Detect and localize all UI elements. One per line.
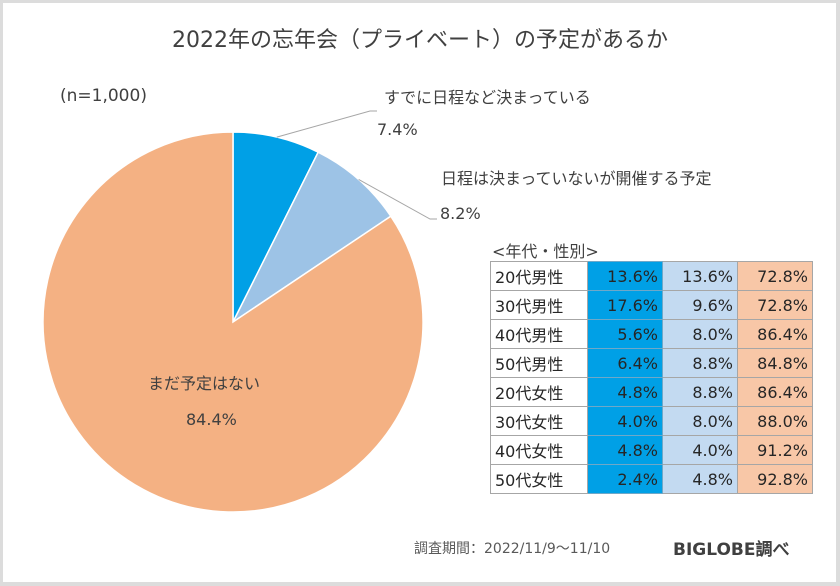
slice-value-none: 84.4% — [186, 410, 237, 429]
cell-decided: 2.4% — [587, 464, 663, 494]
cell-decided: 4.8% — [587, 435, 663, 465]
cell-decided: 4.0% — [587, 406, 663, 436]
row-label: 20代男性 — [490, 261, 588, 291]
breakdown-table: 20代男性 13.6% 13.6% 72.8% 30代男性 17.6% 9.6% 72.8% 4… — [490, 261, 813, 494]
slice-label-planned: 日程は決まっていないが開催する予定 — [441, 169, 712, 188]
table-row: 20代男性 13.6% 13.6% 72.8% — [490, 261, 813, 291]
cell-decided: 13.6% — [587, 261, 663, 291]
pie-slice-planned — [231, 151, 392, 325]
slice-label-none: まだ予定はない — [148, 374, 261, 393]
table-row: 20代女性 4.8% 8.8% 86.4% — [490, 377, 813, 407]
source-credit: BIGLOBE調べ — [673, 540, 790, 560]
table-row: 30代女性 4.0% 8.0% 88.0% — [490, 406, 813, 436]
cell-decided: 6.4% — [587, 348, 663, 378]
cell-none: 88.0% — [737, 406, 813, 436]
cell-none: 92.8% — [737, 464, 813, 494]
slice-value-planned: 8.2% — [440, 204, 481, 223]
breakdown-table-title: <年代・性別> — [492, 242, 599, 261]
row-label: 30代男性 — [490, 290, 588, 320]
cell-none: 72.8% — [737, 290, 813, 320]
cell-decided: 4.8% — [587, 377, 663, 407]
row-label: 20代女性 — [490, 377, 588, 407]
table-row: 30代男性 17.6% 9.6% 72.8% — [490, 290, 813, 320]
slice-label-decided: すでに日程など決まっている — [384, 88, 591, 107]
table-row: 40代男性 5.6% 8.0% 86.4% — [490, 319, 813, 349]
sample-size-note: (n=1,000) — [60, 86, 147, 106]
cell-none: 72.8% — [737, 261, 813, 291]
cell-none: 86.4% — [737, 319, 813, 349]
cell-decided: 5.6% — [587, 319, 663, 349]
cell-planned: 8.8% — [662, 348, 738, 378]
leader-line-planned — [358, 179, 437, 220]
cell-none: 91.2% — [737, 435, 813, 465]
row-label: 50代女性 — [490, 464, 588, 494]
slice-value-decided: 7.4% — [377, 120, 418, 139]
cell-planned: 13.6% — [662, 261, 738, 291]
cell-none: 84.8% — [737, 348, 813, 378]
row-label: 50代男性 — [490, 348, 588, 378]
chart-title: 2022年の忘年会（プライベート）の予定があるか — [172, 28, 668, 53]
pie-slice-none — [42, 131, 424, 513]
row-label: 40代女性 — [490, 435, 588, 465]
table-row: 40代女性 4.8% 4.0% 91.2% — [490, 435, 813, 465]
cell-planned: 9.6% — [662, 290, 738, 320]
cell-planned: 8.8% — [662, 377, 738, 407]
survey-period: 調査期間：2022/11/9～11/10 — [414, 541, 611, 557]
table-row: 50代男性 6.4% 8.8% 84.8% — [490, 348, 813, 378]
cell-planned: 4.0% — [662, 435, 738, 465]
cell-none: 86.4% — [737, 377, 813, 407]
cell-decided: 17.6% — [587, 290, 663, 320]
cell-planned: 8.0% — [662, 406, 738, 436]
cell-planned: 8.0% — [662, 319, 738, 349]
row-label: 40代男性 — [490, 319, 588, 349]
row-label: 30代女性 — [490, 406, 588, 436]
leader-line-decided — [276, 110, 377, 138]
table-row: 50代女性 2.4% 4.8% 92.8% — [490, 464, 813, 494]
cell-planned: 4.8% — [662, 464, 738, 494]
